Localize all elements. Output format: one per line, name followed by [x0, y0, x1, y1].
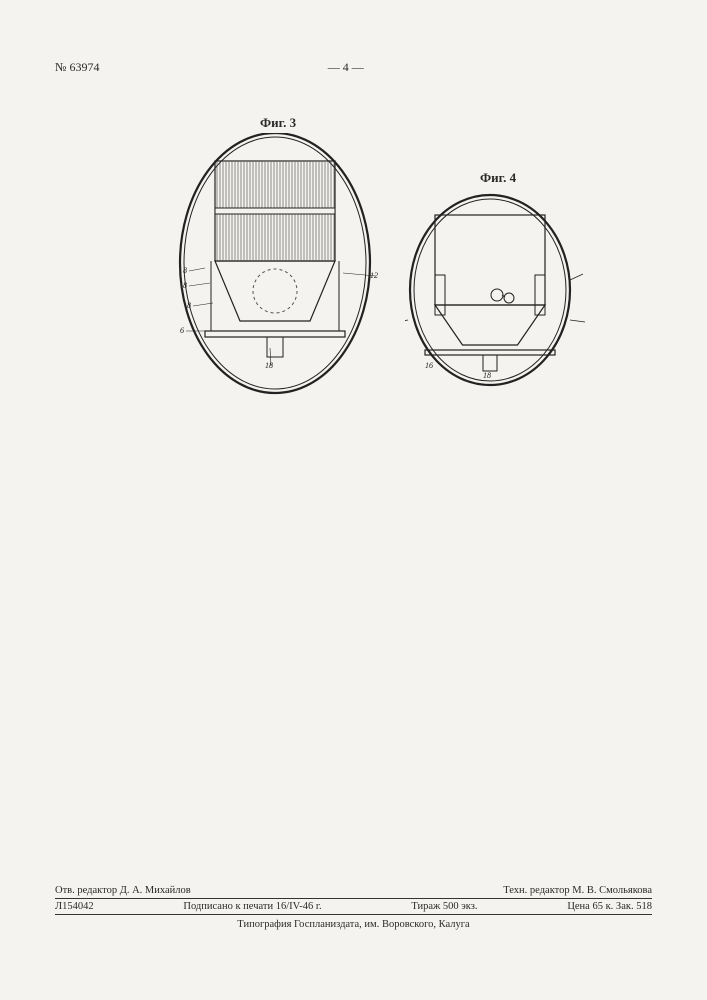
- svg-text:18: 18: [483, 371, 491, 380]
- svg-text:16: 16: [425, 361, 433, 370]
- svg-text:6: 6: [180, 326, 184, 335]
- fig4-diagram: 1618: [405, 190, 595, 410]
- signed-date: Подписано к печати 16/IV-46 г.: [183, 901, 321, 912]
- page-number: — 4 —: [328, 60, 364, 75]
- print-code: Л154042: [55, 901, 94, 912]
- figures-region: Фиг. 3 Фиг. 4 88126818 1618: [115, 115, 652, 495]
- svg-text:18: 18: [265, 361, 273, 370]
- tech-editor: Техн. редактор М. В. Смольякова: [503, 885, 652, 896]
- svg-text:12: 12: [370, 271, 378, 280]
- printer: Типография Госпланиздата, им. Воровского…: [237, 919, 469, 930]
- svg-text:8: 8: [183, 266, 187, 275]
- fig3-label: Фиг. 3: [260, 115, 296, 131]
- doc-number: № 63974: [55, 60, 99, 75]
- imprint-footer: Отв. редактор Д. А. Михайлов Техн. редак…: [55, 885, 652, 930]
- svg-text:8: 8: [183, 281, 187, 290]
- tirazh: Тираж 500 экз.: [411, 901, 477, 912]
- page-header: № 63974 — 4 —: [55, 60, 652, 75]
- fig4-label: Фиг. 4: [480, 170, 516, 186]
- resp-editor: Отв. редактор Д. А. Михайлов: [55, 885, 191, 896]
- fig3-diagram: 8 8 12 6 8 18: [175, 133, 395, 423]
- svg-text:8: 8: [187, 301, 191, 310]
- price: Цена 65 к. Зак. 518: [567, 901, 652, 912]
